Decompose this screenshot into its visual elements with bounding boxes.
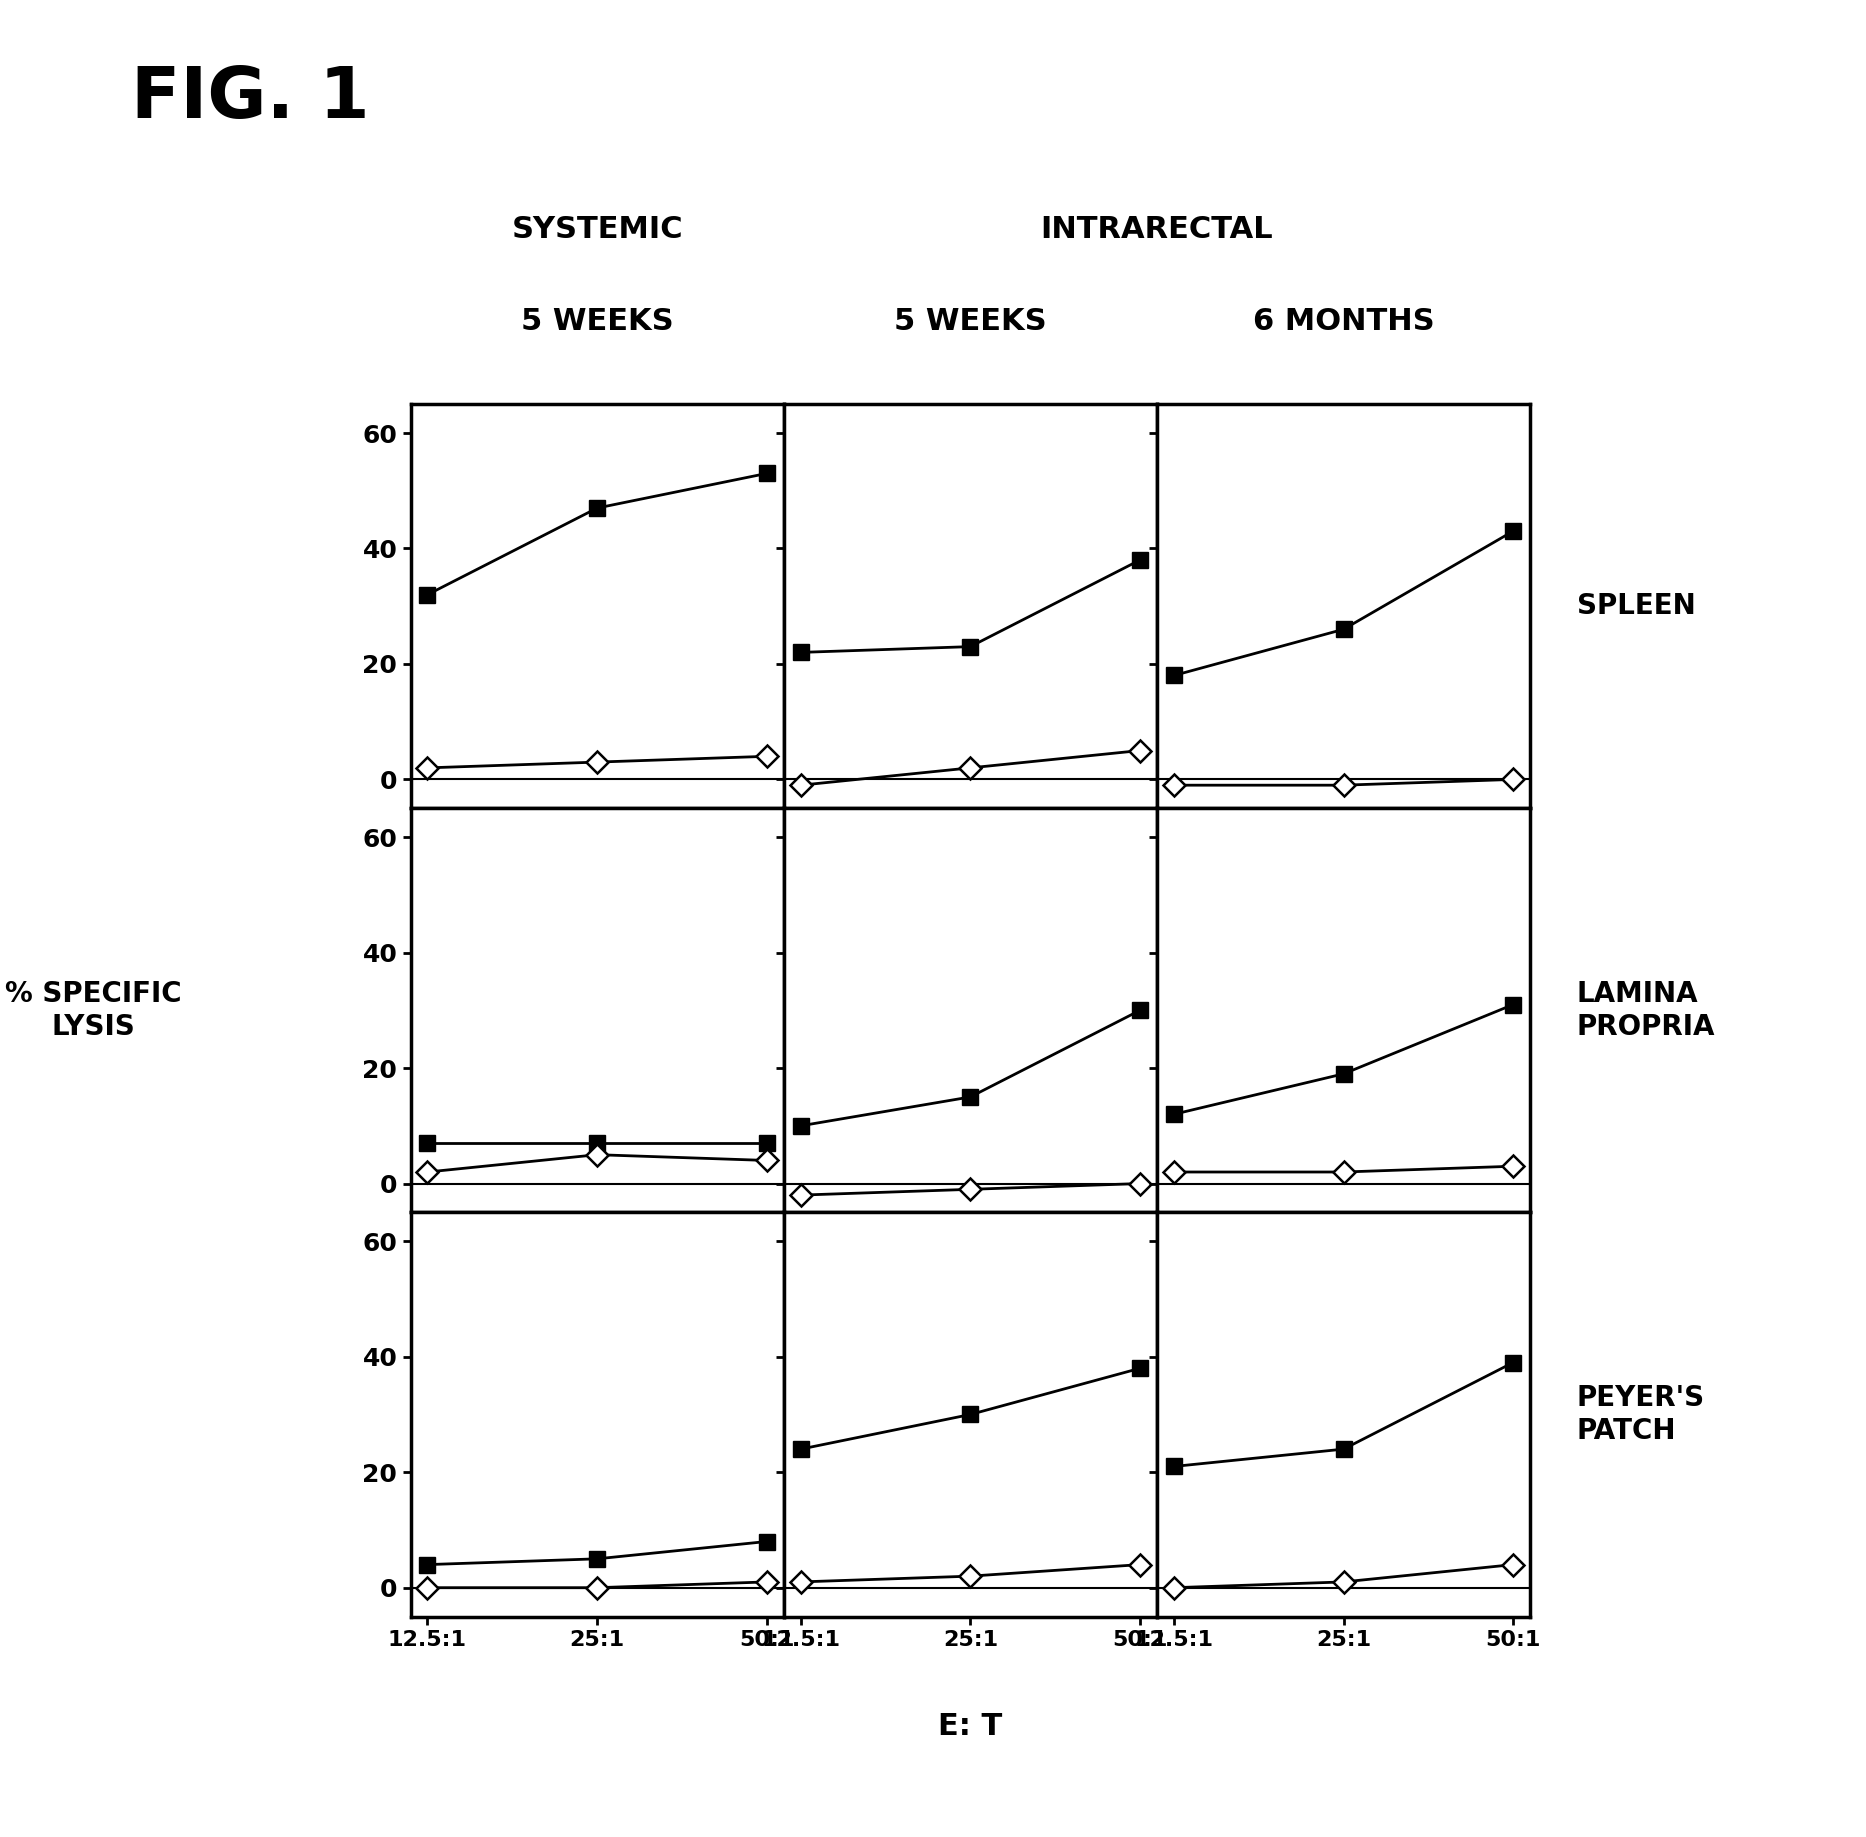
Text: 6 MONTHS: 6 MONTHS	[1252, 307, 1435, 336]
Text: PEYER'S
PATCH: PEYER'S PATCH	[1577, 1385, 1706, 1444]
Text: 5 WEEKS: 5 WEEKS	[894, 307, 1047, 336]
Text: FIG. 1: FIG. 1	[131, 64, 369, 134]
Text: E: T: E: T	[939, 1712, 1002, 1741]
Text: 5 WEEKS: 5 WEEKS	[521, 307, 674, 336]
Text: SYSTEMIC: SYSTEMIC	[511, 215, 683, 244]
Text: LAMINA
PROPRIA: LAMINA PROPRIA	[1577, 981, 1715, 1040]
Text: INTRARECTAL: INTRARECTAL	[1041, 215, 1273, 244]
Text: SPLEEN: SPLEEN	[1577, 592, 1696, 621]
Text: % SPECIFIC
LYSIS: % SPECIFIC LYSIS	[6, 981, 181, 1040]
